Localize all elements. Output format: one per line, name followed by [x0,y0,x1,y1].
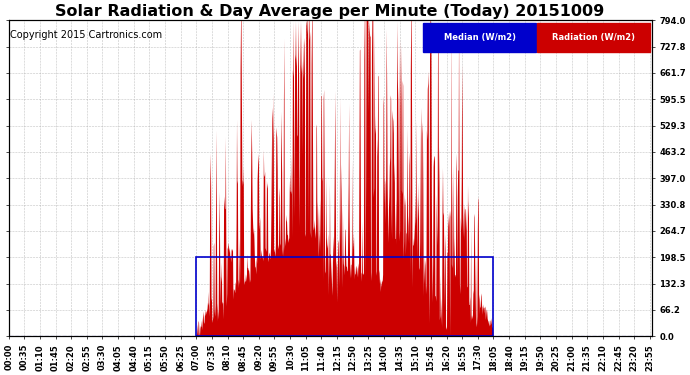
FancyBboxPatch shape [424,24,536,52]
Title: Solar Radiation & Day Average per Minute (Today) 20151009: Solar Radiation & Day Average per Minute… [55,4,604,19]
Text: Radiation (W/m2): Radiation (W/m2) [552,33,635,42]
Text: Copyright 2015 Cartronics.com: Copyright 2015 Cartronics.com [10,30,162,40]
Bar [197,257,493,336]
Text: Median (W/m2): Median (W/m2) [444,33,515,42]
FancyBboxPatch shape [537,24,650,52]
